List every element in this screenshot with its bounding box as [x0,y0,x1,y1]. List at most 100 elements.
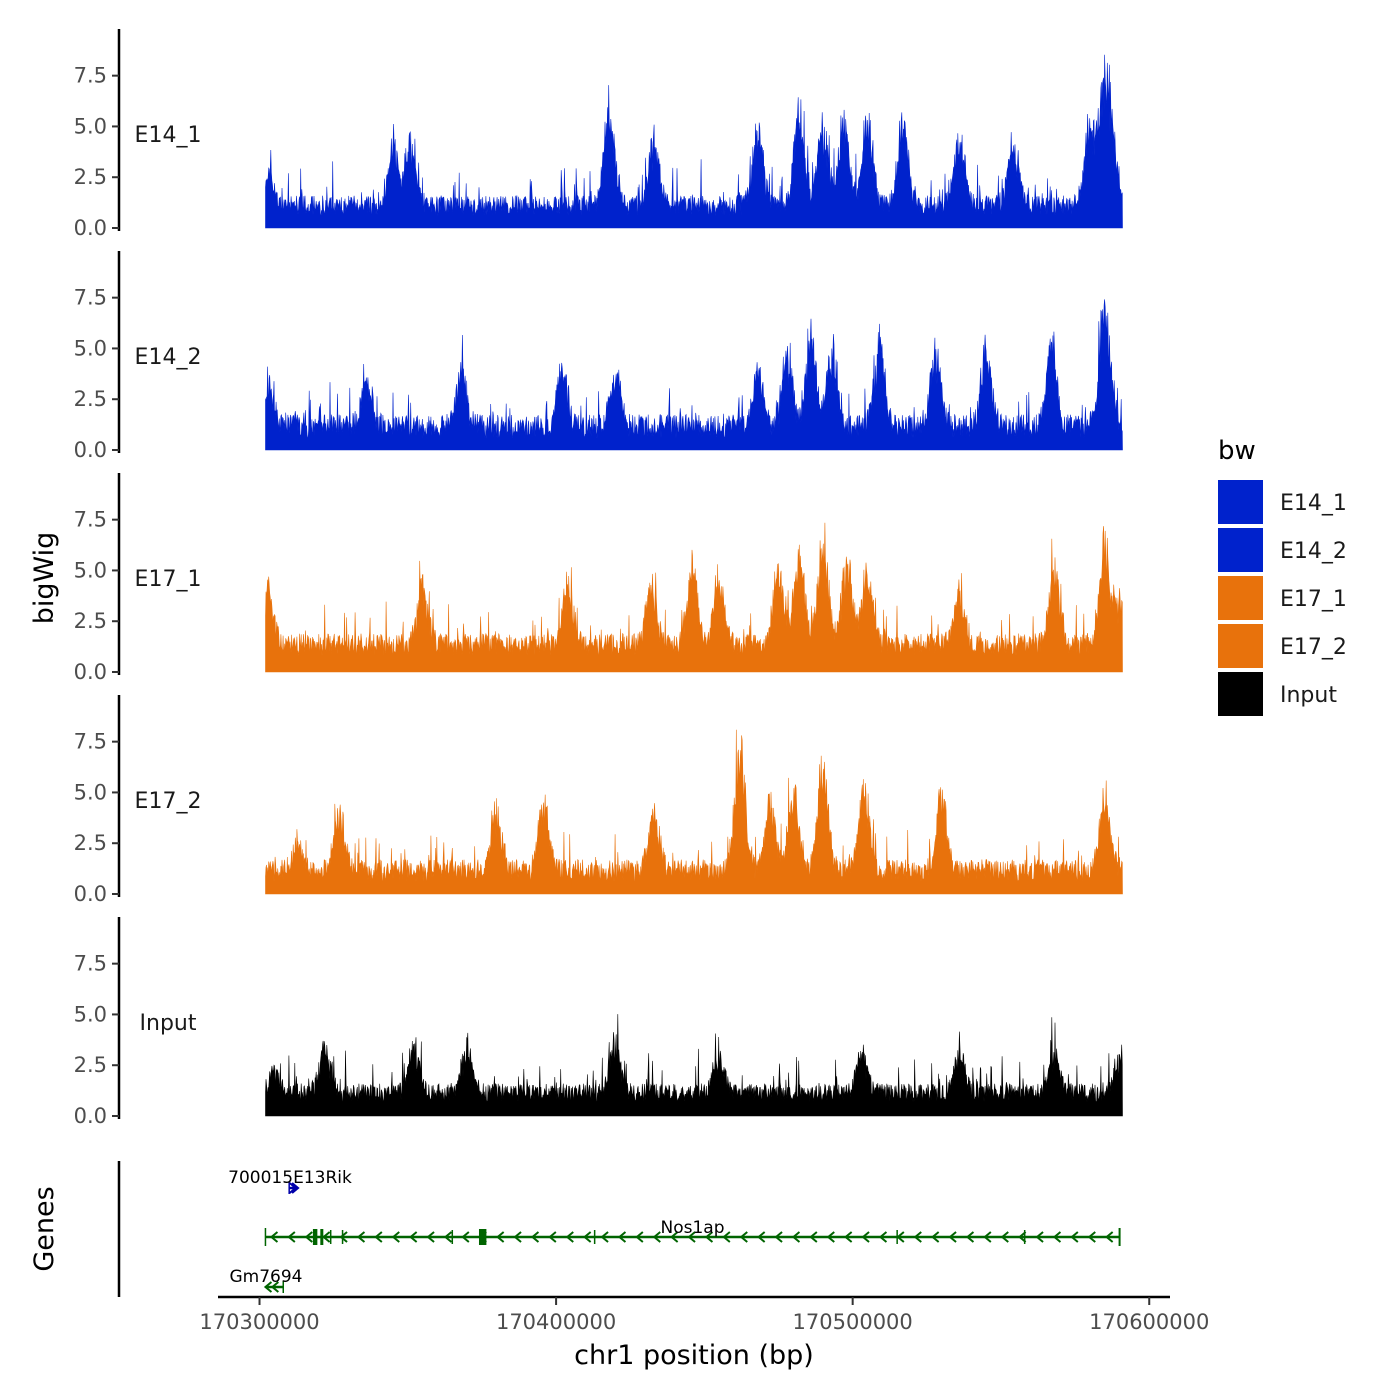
track-e17-1: 0.0 2.5 5.0 7.5 E17_1 [74,473,1123,684]
strand-arrow [687,1231,696,1243]
strand-arrow [704,1231,714,1243]
strand-arrow [339,1231,348,1243]
strand-arrow [1000,1231,1009,1243]
y-tick-label: 2.5 [74,1053,107,1077]
track-label: E14_1 [135,123,202,148]
y-tick-label: 5.0 [74,114,107,138]
strand-arrow [374,1231,383,1243]
legend-label: E17_2 [1280,635,1347,660]
strand-arrow [287,1231,296,1243]
strand-arrow [288,1182,298,1194]
signal-area-e14-1 [265,54,1123,229]
track-e17-2: 0.0 2.5 5.0 7.5 E17_2 [74,695,1123,906]
legend-key-input [1218,672,1263,716]
strand-arrow [931,1231,940,1243]
strand-arrow [263,1281,273,1293]
strand-arrow [443,1231,453,1243]
y-tick-label: 2.5 [74,609,107,633]
strand-arrow [652,1231,661,1243]
signal-area-input [265,1014,1123,1117]
signal-area-e17-2 [265,729,1123,895]
strand-arrow [548,1231,557,1243]
gene-label: 700015E13Rik [228,1168,352,1188]
legend-title: bw [1218,436,1256,466]
strand-arrow [809,1231,818,1243]
gene-gm7694: Gm7694 [230,1267,303,1293]
y-tick-label: 0.0 [74,216,107,240]
strand-arrow [565,1231,574,1243]
y-tick-label: 7.5 [74,286,107,310]
y-tick-label: 2.5 [74,831,107,855]
legend-label: E14_2 [1280,539,1347,564]
strand-arrow [844,1231,853,1243]
strand-arrow [861,1231,870,1243]
y-tick-label: 5.0 [74,558,107,582]
y-tick-label: 2.5 [74,387,107,411]
legend-label: Input [1280,683,1337,708]
genes-track-title: Genes [29,1186,60,1271]
x-tick-label: 170400000 [496,1310,616,1334]
y-tick-label: 0.0 [74,882,107,906]
exon [320,1229,324,1245]
y-tick-label: 7.5 [74,508,107,532]
gene-nos1ap: Nos1ap [264,1218,1121,1246]
strand-arrow [722,1231,731,1243]
x-tick-label: 170300000 [199,1310,319,1334]
strand-arrow [670,1231,679,1243]
strand-arrow [948,1231,957,1243]
strand-arrow [739,1231,748,1243]
legend-label: E17_1 [1280,587,1347,612]
strand-arrow [356,1231,366,1243]
strand-arrow [1070,1231,1079,1243]
strand-arrow [583,1231,592,1243]
signal-area-e17-1 [265,522,1123,673]
strand-arrow [617,1231,627,1243]
y-tick-label: 5.0 [74,336,107,360]
strand-arrow [1035,1231,1044,1243]
legend-key-e17-2 [1218,624,1263,668]
gene-7000015e13rik: 700015E13Rik [228,1168,352,1194]
y-tick-label: 0.0 [74,438,107,462]
track-label: E17_1 [135,567,202,592]
strand-arrow [635,1231,644,1243]
strand-arrow [826,1231,835,1243]
y-tick-label: 0.0 [74,660,107,684]
y-tick-label: 2.5 [74,165,107,189]
strand-arrow [965,1231,975,1243]
strand-arrow [409,1231,418,1243]
y-tick-label: 5.0 [74,1002,107,1026]
strand-arrow [270,1281,279,1293]
strand-arrow [426,1231,435,1243]
track-input: 0.0 2.5 5.0 7.5 Input [74,917,1123,1128]
strand-arrow [757,1231,766,1243]
track-e14-2: 0.0 2.5 5.0 7.5 E14_2 [74,251,1123,462]
track-label: E14_2 [135,345,202,370]
strand-arrow [1105,1231,1114,1243]
bigwig-tracks: 0.0 2.5 5.0 7.5 E14_1 0.0 2.5 5.0 7.5 E14_2 0.0 2.5… [74,29,1123,1128]
strand-arrow [496,1231,505,1243]
y-tick-label: 7.5 [74,952,107,976]
strand-arrow [513,1231,522,1243]
legend-key-e17-1 [1218,576,1263,620]
x-tick-label: 170600000 [1089,1310,1209,1334]
legend: bw E14_1 E14_2 E17_1 E17_2 Input [1218,436,1347,716]
gene-track: 700015E13Rik Nos1ap Gm7694 [117,1161,1121,1297]
strand-arrow [291,1182,300,1194]
track-label: E17_2 [135,789,202,814]
y-tick-label: 7.5 [74,730,107,754]
strand-arrow [269,1231,279,1243]
x-axis-title: chr1 position (bp) [574,1340,814,1371]
track-label: Input [140,1011,197,1036]
y-tick-label: 0.0 [74,1104,107,1128]
strand-arrow [878,1231,888,1243]
y-tick-label: 7.5 [74,64,107,88]
strand-arrow [1052,1231,1062,1243]
exon [478,1229,487,1245]
strand-arrow [791,1231,801,1243]
y-tick-label: 5.0 [74,780,107,804]
gene-label: Nos1ap [661,1218,725,1238]
exon [312,1229,318,1245]
legend-key-e14-1 [1218,480,1263,524]
legend-label: E14_1 [1280,491,1347,516]
